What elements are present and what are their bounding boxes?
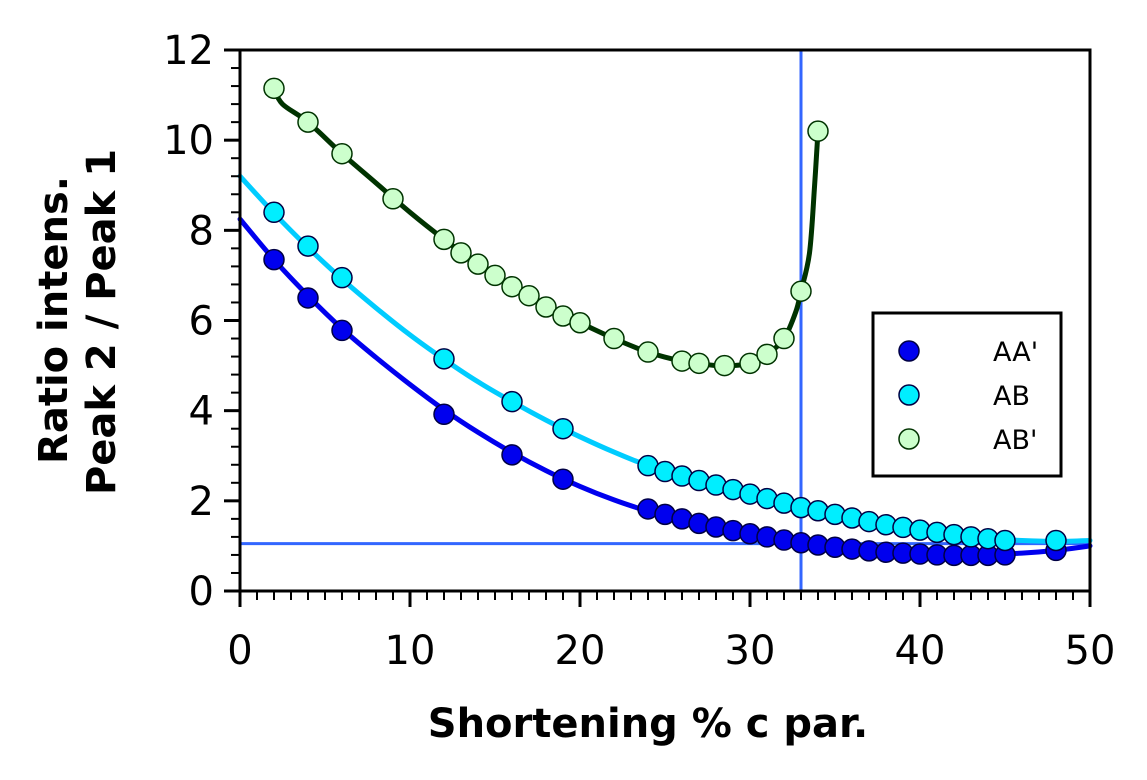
data-point-ab [263,201,285,224]
data-point-ab-prime [756,343,778,366]
y-tick-label: 4 [189,389,214,435]
data-point-aa-prime [501,444,523,466]
data-point-ab [994,529,1016,552]
y-tick-label: 2 [189,479,214,525]
legend-marker-ab-prime [898,428,920,450]
data-point-ab-prime [688,352,710,375]
x-tick-label: 30 [725,628,776,674]
data-point-ab-prime [807,120,829,142]
data-point-ab-prime [467,253,489,275]
data-point-aa-prime [331,319,353,342]
data-point-ab-prime [331,142,353,165]
data-point-ab [297,235,319,257]
data-point-ab [501,390,523,413]
y-tick-label: 8 [189,208,214,254]
x-tick-label: 50 [1065,628,1116,674]
data-point-ab-prime [518,284,540,307]
data-point-ab-prime [501,275,523,298]
data-point-aa-prime [263,248,285,271]
legend-marker-ab [898,384,920,406]
x-axis-title: Shortening % c par. [428,701,868,747]
data-point-ab-prime [535,296,557,318]
legend-label-aa-prime: AA' [993,337,1038,368]
data-point-ab-prime [739,352,761,375]
y-axis-title-line1: Ratio intens. [31,176,77,464]
data-point-ab [1045,529,1067,552]
x-tick-label: 0 [227,628,252,674]
y-tick-label: 10 [163,118,214,164]
data-points [263,77,1067,567]
data-point-aa-prime [433,403,455,426]
y-tick-label: 0 [189,569,214,615]
axis-ticks: 0 10 20 30 40 50 0 2 4 6 8 10 12 [163,28,1115,674]
data-point-ab-prime [450,242,472,264]
data-point-ab-prime [433,228,455,251]
data-point-ab [433,348,455,370]
data-point-ab-prime [603,327,625,350]
y-tick-label: 6 [189,299,214,345]
x-tick-label: 40 [895,628,946,674]
legend-marker-aa-prime [898,340,920,362]
data-point-aa-prime [297,287,319,309]
data-point-ab [331,266,353,289]
x-tick-label: 10 [385,628,436,674]
data-point-ab-prime [713,354,736,377]
legend: AA' AB AB' [871,311,1063,478]
data-point-ab-prime [263,77,285,100]
fit-curve-ab-prime [271,85,821,369]
data-point-ab-prime [569,312,591,334]
data-point-ab-prime [382,188,404,210]
data-point-ab-prime [637,341,659,363]
data-point-ab-prime [773,327,795,350]
data-point-ab [552,417,574,440]
legend-box [871,311,1063,478]
legend-label-ab-prime: AB' [993,425,1037,456]
y-axis-title-line2: Peak 2 / Peak 1 [79,149,125,495]
data-point-ab-prime [484,264,506,287]
data-point-aa-prime [552,468,574,490]
data-point-ab-prime [790,280,812,302]
data-point-ab-prime [297,111,319,133]
legend-label-ab: AB [993,381,1030,412]
x-tick-label: 20 [555,628,606,674]
y-tick-label: 12 [163,28,214,74]
